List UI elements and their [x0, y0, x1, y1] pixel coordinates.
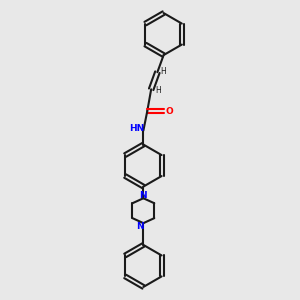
Text: HN: HN: [129, 124, 144, 134]
Text: N: N: [140, 191, 147, 200]
Text: O: O: [165, 106, 173, 116]
Text: N: N: [136, 222, 144, 231]
Text: H: H: [155, 85, 161, 94]
Text: H: H: [160, 67, 166, 76]
